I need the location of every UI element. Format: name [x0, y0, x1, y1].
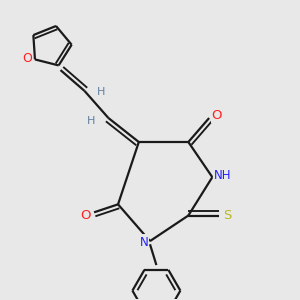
Text: H: H [97, 88, 106, 98]
Text: O: O [212, 109, 222, 122]
Text: O: O [80, 209, 91, 222]
Text: NH: NH [214, 169, 231, 182]
Text: H: H [87, 116, 96, 126]
Text: N: N [140, 236, 148, 248]
Text: O: O [22, 52, 32, 65]
Text: S: S [224, 209, 232, 222]
